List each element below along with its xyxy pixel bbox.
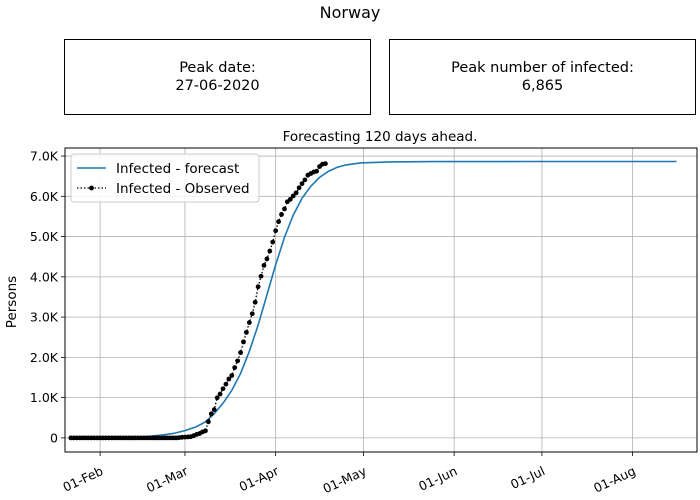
legend-observed-label: Infected - Observed xyxy=(116,181,250,197)
chart-title: Forecasting 120 days ahead. xyxy=(283,129,478,145)
observed-point xyxy=(276,219,281,225)
x-tick-label: 01-Jun xyxy=(416,463,459,494)
observed-point xyxy=(241,339,246,345)
observed-point xyxy=(205,419,211,425)
observed-point xyxy=(203,428,208,434)
observed-point xyxy=(211,407,217,413)
observed-point xyxy=(208,411,214,417)
page-title: Norway xyxy=(319,3,381,22)
y-tick-label: 0 xyxy=(50,430,58,445)
observed-point xyxy=(290,193,296,199)
observed-point xyxy=(314,168,320,174)
observed-point xyxy=(238,350,243,356)
y-tick-label: 3.0K xyxy=(30,310,59,325)
observed-point xyxy=(229,373,235,378)
x-tick-label: 01-Jul xyxy=(508,463,547,492)
observed-point xyxy=(223,381,229,387)
observed-point xyxy=(220,386,226,392)
observed-point xyxy=(232,365,238,370)
observed-point xyxy=(252,299,258,305)
peak-date-value: 27-06-2020 xyxy=(175,78,260,94)
y-tick-label: 6.0K xyxy=(30,189,59,204)
observed-point xyxy=(279,212,284,217)
y-tick-label: 5.0K xyxy=(30,229,59,244)
y-tick-label: 1.0K xyxy=(30,390,59,405)
observed-point xyxy=(255,284,261,290)
forecast-line xyxy=(70,160,677,439)
observed-point xyxy=(261,263,267,268)
x-tick-label: 01-Mar xyxy=(144,463,191,496)
y-axis-label: Persons xyxy=(4,276,20,328)
legend-forecast-label: Infected - forecast xyxy=(116,161,239,177)
legend: Infected - forecast Infected - Observed xyxy=(70,153,260,203)
observed-point xyxy=(244,329,249,335)
axis-ticks: 0 1.0K 2.0K 3.0K 4.0K 5.0K 6.0K 7.0K 01-Feb 01-Ma… xyxy=(30,149,638,497)
series-layer xyxy=(68,160,677,441)
observed-point xyxy=(249,311,255,317)
y-tick-label: 7.0K xyxy=(30,149,59,164)
x-tick-label: 01-May xyxy=(320,463,369,496)
observed-point xyxy=(264,256,270,262)
observed-point xyxy=(302,177,308,183)
x-tick-label: 01-Aug xyxy=(591,463,638,495)
peak-infected-label: Peak number of infected: xyxy=(451,60,634,76)
observed-point xyxy=(282,206,287,212)
y-tick-label: 2.0K xyxy=(30,350,59,365)
observed-point xyxy=(267,248,273,254)
observed-point xyxy=(273,228,279,234)
peak-infected-value: 6,865 xyxy=(521,78,564,94)
observed-point xyxy=(214,395,220,401)
observed-point xyxy=(258,273,264,279)
x-tick-label: 01-Feb xyxy=(60,463,105,495)
observed-point xyxy=(293,190,299,196)
observed-point xyxy=(270,239,276,245)
observed-point xyxy=(323,161,328,167)
y-tick-label: 4.0K xyxy=(30,269,59,284)
observed-point xyxy=(287,196,293,202)
observed-point xyxy=(235,358,241,364)
peak-date-box: Peak date: 27-06-2020 xyxy=(64,39,371,115)
legend-observed-marker xyxy=(89,185,94,191)
observed-point xyxy=(226,376,232,382)
peak-date-label: Peak date: xyxy=(179,60,256,76)
observed-point xyxy=(246,320,252,325)
observed-point xyxy=(296,185,302,191)
observed-point xyxy=(299,181,305,187)
x-tick-label: 01-Apr xyxy=(237,463,282,495)
observed-point xyxy=(217,391,223,397)
legend-box xyxy=(70,153,260,203)
peak-infected-box: Peak number of infected: 6,865 xyxy=(389,39,696,115)
observed-line xyxy=(70,163,326,439)
plot-frame xyxy=(64,147,698,453)
